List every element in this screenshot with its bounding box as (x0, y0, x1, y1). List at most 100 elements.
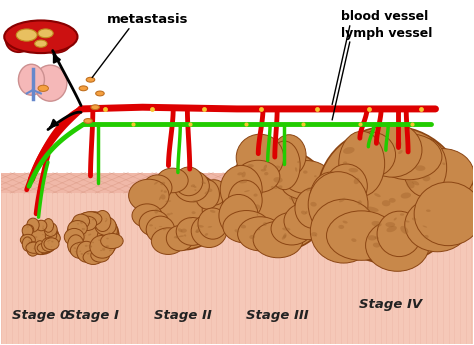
Ellipse shape (368, 235, 376, 240)
Ellipse shape (42, 240, 44, 241)
Ellipse shape (228, 180, 262, 220)
Ellipse shape (45, 234, 46, 235)
Ellipse shape (254, 194, 257, 197)
Ellipse shape (315, 234, 317, 237)
Ellipse shape (247, 164, 254, 167)
Ellipse shape (174, 167, 203, 196)
Ellipse shape (343, 161, 347, 165)
Ellipse shape (357, 200, 362, 205)
Ellipse shape (88, 223, 91, 224)
Ellipse shape (264, 172, 268, 175)
Bar (0, 193, 474, 344)
Ellipse shape (47, 232, 49, 234)
Ellipse shape (297, 161, 300, 163)
Ellipse shape (374, 236, 379, 239)
Ellipse shape (191, 184, 195, 187)
Ellipse shape (51, 227, 54, 228)
Ellipse shape (400, 226, 408, 234)
Ellipse shape (110, 249, 112, 251)
Ellipse shape (412, 218, 416, 220)
Ellipse shape (348, 168, 358, 172)
Ellipse shape (422, 176, 430, 181)
Ellipse shape (354, 178, 359, 184)
Ellipse shape (295, 167, 297, 172)
Ellipse shape (160, 182, 165, 185)
Ellipse shape (42, 249, 43, 250)
Ellipse shape (208, 226, 212, 228)
Ellipse shape (192, 200, 198, 203)
Ellipse shape (283, 233, 287, 238)
Ellipse shape (159, 197, 161, 200)
Ellipse shape (308, 172, 368, 237)
Ellipse shape (85, 245, 88, 247)
Ellipse shape (90, 235, 115, 258)
Ellipse shape (40, 34, 71, 53)
Ellipse shape (415, 165, 425, 171)
Ellipse shape (92, 219, 94, 220)
Ellipse shape (401, 193, 411, 198)
Ellipse shape (102, 248, 105, 251)
Ellipse shape (239, 180, 247, 184)
Ellipse shape (346, 132, 395, 177)
Ellipse shape (242, 172, 246, 177)
Ellipse shape (423, 226, 427, 228)
Ellipse shape (51, 246, 53, 247)
Ellipse shape (91, 105, 100, 110)
Ellipse shape (81, 253, 83, 255)
Ellipse shape (34, 65, 67, 101)
Ellipse shape (27, 242, 39, 256)
Ellipse shape (237, 172, 243, 175)
Ellipse shape (166, 213, 171, 216)
Ellipse shape (237, 160, 280, 193)
Ellipse shape (50, 236, 51, 237)
Ellipse shape (70, 242, 94, 259)
Ellipse shape (161, 190, 163, 192)
Ellipse shape (223, 148, 331, 252)
Ellipse shape (403, 138, 447, 197)
Ellipse shape (223, 210, 270, 243)
Ellipse shape (76, 243, 78, 245)
Text: Stage IV: Stage IV (359, 298, 422, 311)
Ellipse shape (95, 236, 98, 237)
Ellipse shape (151, 228, 185, 255)
Ellipse shape (189, 217, 192, 219)
Ellipse shape (77, 223, 79, 225)
Ellipse shape (26, 242, 43, 253)
Ellipse shape (75, 251, 76, 252)
Ellipse shape (155, 227, 156, 229)
Ellipse shape (100, 234, 123, 248)
Ellipse shape (35, 241, 45, 254)
Ellipse shape (244, 190, 250, 192)
Ellipse shape (201, 181, 206, 184)
Ellipse shape (155, 208, 158, 214)
Ellipse shape (83, 235, 86, 236)
Ellipse shape (163, 228, 166, 230)
Ellipse shape (386, 226, 397, 232)
Ellipse shape (42, 238, 56, 252)
Ellipse shape (195, 180, 219, 209)
Ellipse shape (33, 248, 36, 249)
Ellipse shape (27, 218, 39, 232)
Ellipse shape (64, 228, 84, 246)
Ellipse shape (318, 126, 464, 264)
Ellipse shape (174, 236, 178, 238)
Ellipse shape (67, 212, 119, 260)
Ellipse shape (165, 200, 171, 202)
Ellipse shape (326, 164, 367, 208)
Text: Stage III: Stage III (246, 308, 309, 322)
Ellipse shape (106, 238, 109, 239)
Ellipse shape (269, 141, 300, 190)
Ellipse shape (179, 235, 184, 237)
Ellipse shape (43, 219, 54, 232)
Ellipse shape (38, 243, 39, 245)
Ellipse shape (80, 238, 83, 240)
Ellipse shape (94, 210, 111, 231)
Ellipse shape (31, 241, 33, 242)
Ellipse shape (106, 245, 109, 247)
Ellipse shape (311, 232, 318, 236)
Ellipse shape (442, 162, 446, 165)
Ellipse shape (96, 91, 104, 96)
Ellipse shape (385, 222, 395, 227)
Ellipse shape (424, 235, 428, 238)
Ellipse shape (205, 233, 208, 236)
